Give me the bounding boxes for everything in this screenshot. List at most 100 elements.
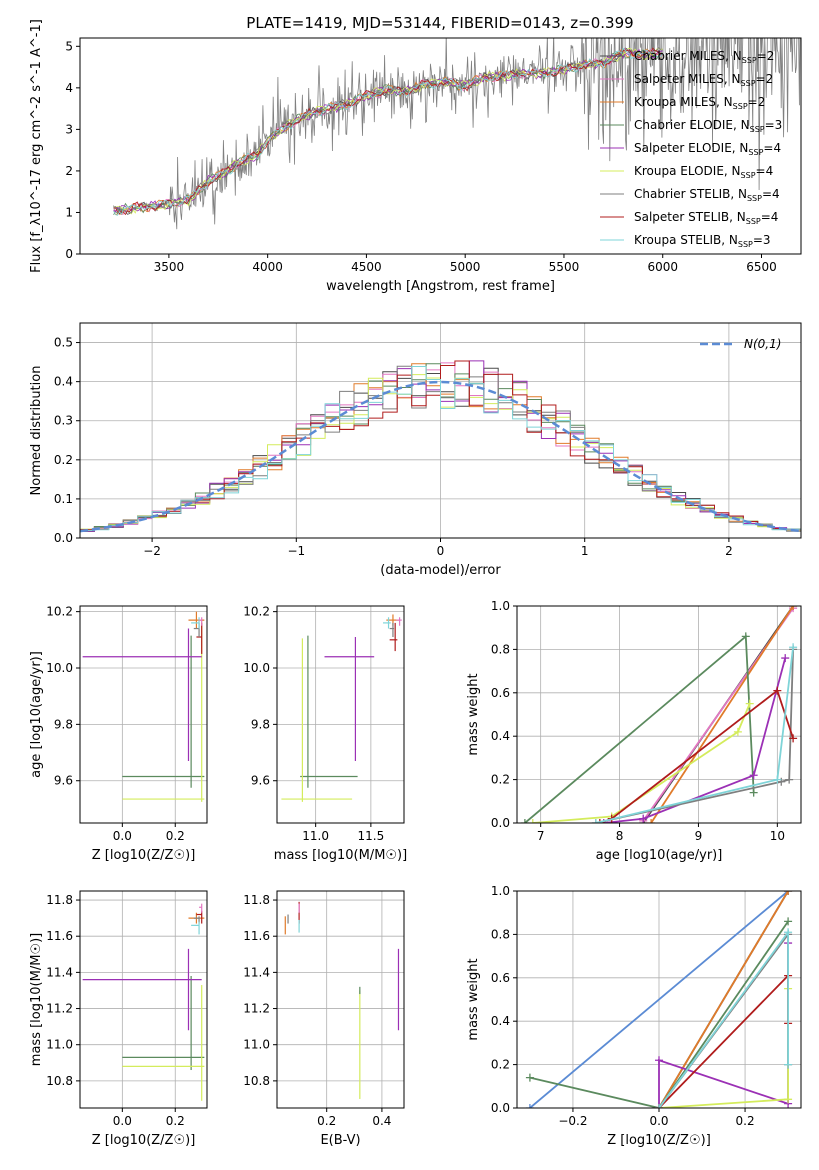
normal-reference-curve bbox=[80, 380, 801, 533]
mass-weight-line bbox=[658, 973, 789, 1108]
y-axis-label: age [log10(age/yr)] bbox=[29, 651, 44, 778]
mass-vs-Z-plot-area bbox=[82, 903, 205, 1101]
mass-vs-ebv-panel: 0.2 0.4 10.8 11.0 11.2 11.4 11.6 11.8 E(B-V) bbox=[243, 890, 405, 1148]
legend-label: Chabrier STELIB, NSSP=4 bbox=[634, 187, 780, 203]
legend-label: Kroupa ELODIE, NSSP=4 bbox=[634, 164, 773, 180]
x-tick-label: 7 bbox=[537, 829, 545, 843]
mass-weight-line bbox=[529, 891, 789, 1108]
x-tick-label: 6500 bbox=[746, 260, 777, 274]
y-tick-label: 0.1 bbox=[54, 492, 73, 506]
y-tick-label: 10.8 bbox=[46, 1074, 73, 1088]
spectrum-plot-area bbox=[113, 38, 801, 230]
x-tick-label: 10 bbox=[770, 829, 785, 843]
x-tick-label: 9 bbox=[695, 829, 703, 843]
y-tick-label: 11.4 bbox=[243, 965, 270, 979]
mass-weight-marker bbox=[591, 819, 600, 823]
mass-weight-line bbox=[532, 703, 751, 823]
y-tick-label: 0.4 bbox=[491, 1014, 510, 1028]
y-tick-label: 9.6 bbox=[251, 774, 270, 788]
residuals-legend: N(0,1) bbox=[700, 337, 781, 351]
axes-frame bbox=[79, 890, 208, 1109]
legend-label: Salpeter ELODIE, NSSP=4 bbox=[634, 141, 781, 157]
residuals-plot-area bbox=[80, 360, 801, 533]
y-tick-label: 11.2 bbox=[243, 1002, 270, 1016]
legend-label: Salpeter MILES, NSSP=2 bbox=[634, 72, 773, 88]
mass-weight-marker bbox=[639, 814, 648, 823]
y-tick-label: 9.8 bbox=[251, 717, 270, 731]
mass-weight-marker bbox=[741, 632, 750, 641]
y-axis-label: Normed distribution bbox=[29, 366, 44, 496]
model-spectrum-line bbox=[113, 47, 664, 216]
mass-weight-marker bbox=[520, 819, 529, 823]
mass-weight-marker bbox=[647, 819, 656, 823]
legend-label: Salpeter STELIB, NSSP=4 bbox=[634, 210, 778, 226]
model-spectrum-line bbox=[113, 47, 663, 216]
mass-weight-marker bbox=[789, 734, 798, 743]
mass-weight-marker bbox=[749, 788, 758, 797]
y-tick-label: 0.0 bbox=[491, 1101, 510, 1115]
residuals-panel: −2 −1 0 1 2 0.0 0.1 0.2 0.3 0.4 0.5 (data-model)/er… bbox=[29, 322, 802, 578]
y-tick-label: 0.2 bbox=[491, 1058, 510, 1072]
legend-label: Chabrier ELODIE, NSSP=3 bbox=[634, 118, 782, 134]
x-tick-label: 1 bbox=[581, 544, 589, 558]
y-tick-label: 11.0 bbox=[243, 1038, 270, 1052]
y-tick-label: 1.0 bbox=[491, 599, 510, 613]
x-tick-label: 2 bbox=[725, 544, 733, 558]
mass-weight-marker bbox=[749, 771, 758, 780]
mass-weight-marker bbox=[784, 1095, 793, 1104]
spectrum-panel: 3500 4000 4500 5000 5500 6000 6500 0 1 2 3 4 5 wavele… bbox=[29, 19, 802, 294]
mass-weight-marker bbox=[745, 699, 754, 708]
x-tick-label: 5500 bbox=[549, 260, 580, 274]
x-axis-label: wavelength [Angstrom, rest frame] bbox=[326, 279, 555, 294]
y-tick-label: 2 bbox=[65, 164, 73, 178]
x-axis-label: (data-model)/error bbox=[380, 563, 501, 578]
mass-weight-line bbox=[603, 657, 787, 823]
x-tick-label: 0.4 bbox=[372, 1114, 391, 1128]
mass-weight-marker bbox=[784, 1060, 793, 1069]
x-tick-label: −1 bbox=[287, 544, 305, 558]
x-axis-label: mass [log10(M/M☉)] bbox=[274, 848, 407, 863]
model-spectrum-line bbox=[113, 48, 663, 215]
y-tick-label: 0.8 bbox=[491, 927, 510, 941]
x-axis-label: Z [log10(Z/Z☉)] bbox=[92, 848, 196, 863]
mass-weight-line bbox=[595, 647, 794, 823]
age-vs-mass-plot-area bbox=[281, 614, 402, 802]
x-tick-label: −0.2 bbox=[558, 1114, 587, 1128]
y-tick-label: 0.4 bbox=[491, 729, 510, 743]
x-tick-label: 5000 bbox=[450, 260, 481, 274]
y-axis-label: mass [log10(M/M☉)] bbox=[29, 933, 44, 1066]
x-tick-label: 0.0 bbox=[649, 1114, 668, 1128]
y-tick-label: 10.8 bbox=[243, 1074, 270, 1088]
mass-weight-line bbox=[595, 649, 794, 823]
x-tick-label: 8 bbox=[616, 829, 624, 843]
y-axis-label: Flux [f_λ10^-17 erg cm^-2 s^-1 A^-1] bbox=[29, 19, 44, 273]
y-axis-label: mass weight bbox=[466, 958, 481, 1040]
x-axis-label: Z [log10(Z/Z☉)] bbox=[607, 1133, 711, 1148]
mass-vs-ebv-plot-area bbox=[284, 901, 400, 1099]
axes-frame bbox=[516, 605, 802, 824]
y-tick-label: 4 bbox=[65, 81, 73, 95]
y-tick-label: 10.0 bbox=[243, 661, 270, 675]
x-tick-label: 0.2 bbox=[736, 1114, 755, 1128]
mass-weight-marker bbox=[525, 1073, 534, 1082]
model-spectrum-line bbox=[113, 47, 663, 214]
y-tick-label: 1 bbox=[65, 205, 73, 219]
y-tick-label: 10.2 bbox=[46, 605, 73, 619]
y-tick-label: 11.0 bbox=[46, 1038, 73, 1052]
x-tick-label: 0 bbox=[437, 544, 445, 558]
mass-weight-line bbox=[650, 606, 794, 823]
mass-weight-marker bbox=[773, 686, 782, 695]
x-tick-label: 4000 bbox=[252, 260, 283, 274]
massweight-vs-Z-panel: −0.2 0.0 0.2 0.0 0.2 0.4 0.6 0.8 1.0 Z [log10(Z/Z… bbox=[466, 884, 802, 1148]
mass-weight-line bbox=[658, 988, 789, 1108]
y-tick-label: 11.2 bbox=[46, 1002, 73, 1016]
y-tick-label: 9.8 bbox=[54, 717, 73, 731]
x-tick-label: 0.2 bbox=[317, 1114, 336, 1128]
x-tick-label: 11.0 bbox=[302, 829, 329, 843]
mass-weight-marker bbox=[781, 654, 790, 663]
y-tick-label: 11.8 bbox=[243, 893, 270, 907]
age-vs-Z-panel: 0.0 0.2 9.6 9.8 10.0 10.2 Z [log10(Z/Z☉)] age [… bbox=[29, 605, 208, 863]
x-tick-label: 0.2 bbox=[166, 829, 185, 843]
mass-weight-line bbox=[658, 891, 789, 1108]
